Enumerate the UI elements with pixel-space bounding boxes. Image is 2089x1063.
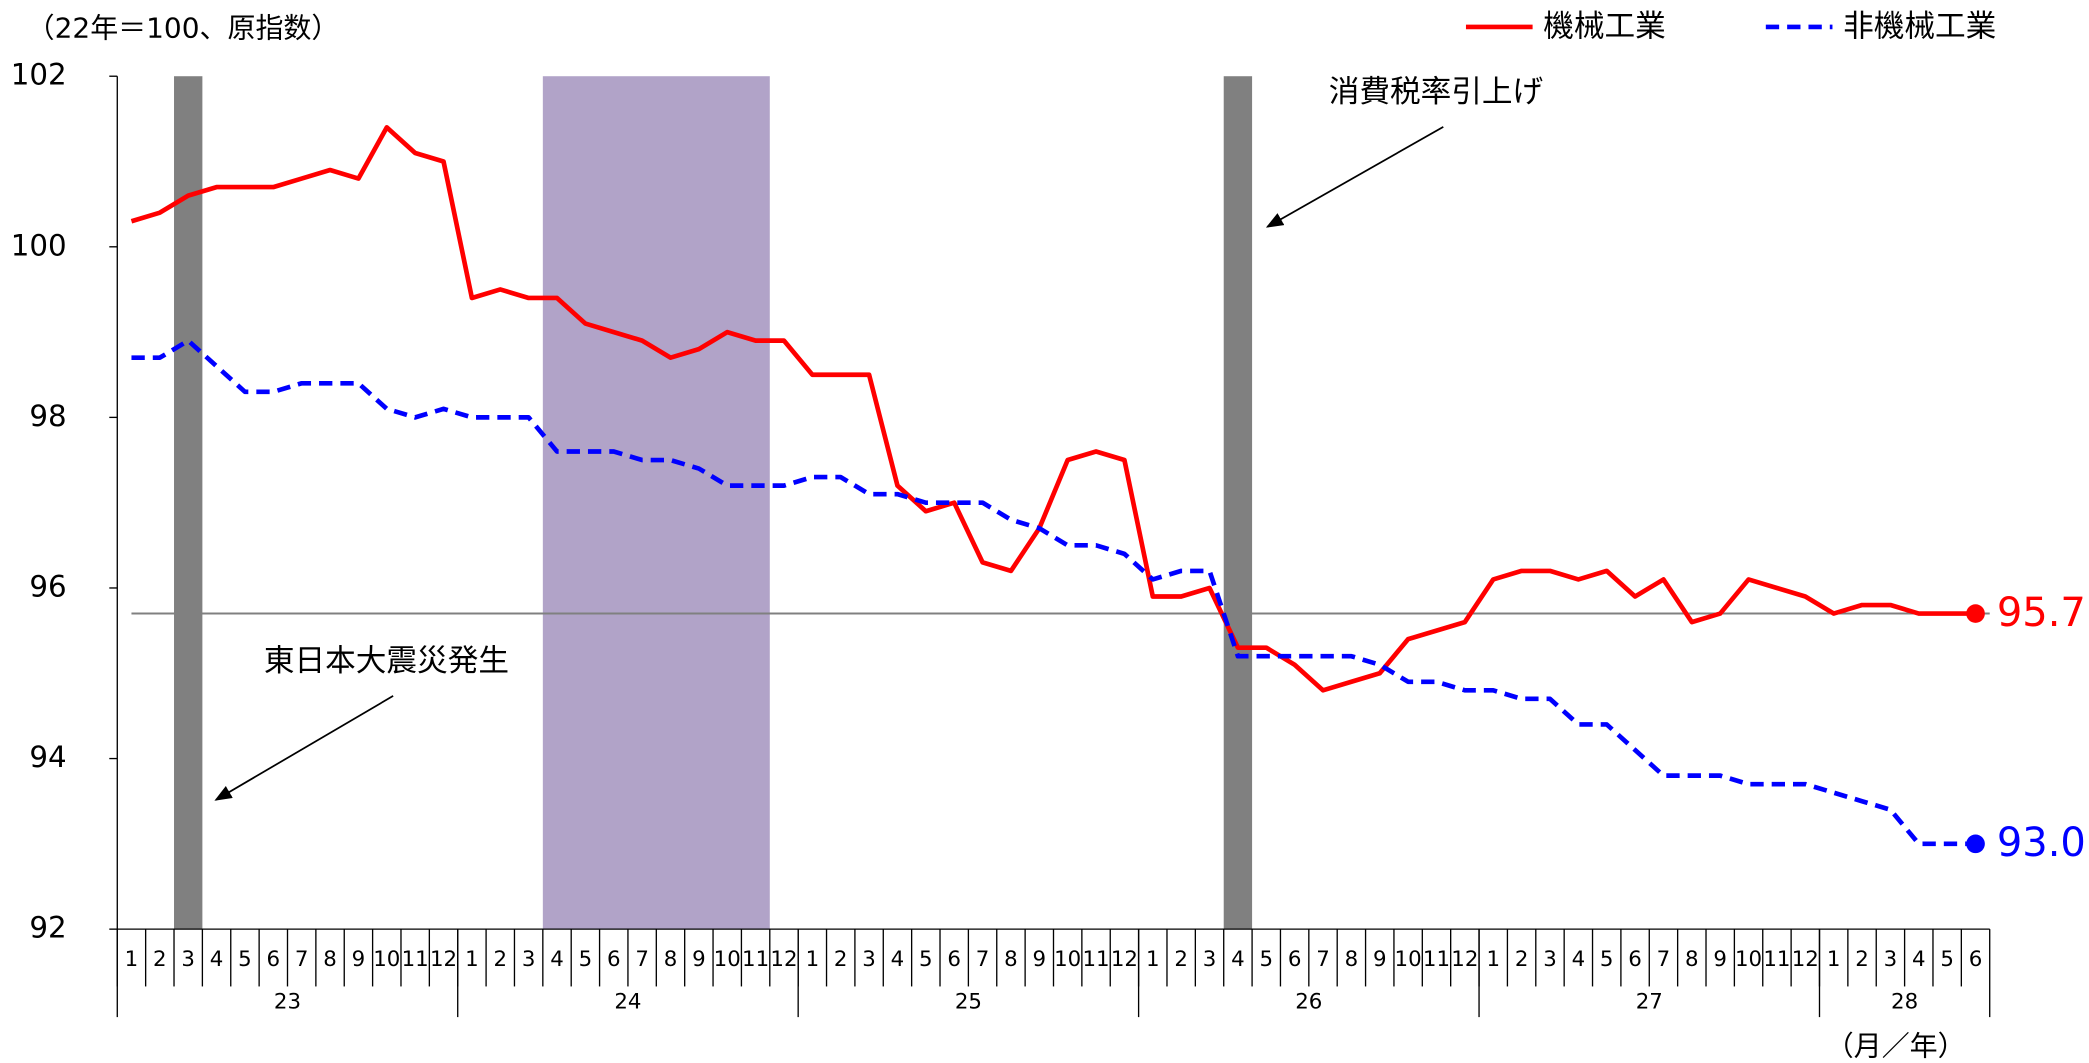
x-tick-label: 6 [1288, 947, 1302, 972]
x-tick-label: 5 [1940, 947, 1954, 972]
x-tick-label: 4 [210, 947, 224, 972]
x-tick-label: 7 [1316, 947, 1330, 972]
x-tick-label: 9 [1373, 947, 1387, 972]
x-tick-label: 8 [1004, 947, 1018, 972]
x-tick-label: 3 [1203, 947, 1217, 972]
y-tick-label: 96 [29, 569, 66, 603]
x-tick-label: 7 [635, 947, 649, 972]
x-tick-label: 6 [267, 947, 281, 972]
value-label: 93.0 [1997, 820, 2086, 866]
arrow [214, 695, 394, 801]
x-tick-label: 12 [1111, 947, 1138, 972]
x-tick-label: 1 [1486, 947, 1500, 972]
x-tick-label: 2 [1174, 947, 1188, 972]
x-tick-label: 6 [1969, 947, 1983, 972]
series-line [130, 125, 1976, 693]
end-marker [1966, 834, 1985, 854]
x-tick-label: 9 [1033, 947, 1047, 972]
x-tick-label: 12 [1792, 947, 1819, 972]
value-label: 95.7 [1997, 590, 2086, 636]
x-tick-label: 1 [125, 947, 139, 972]
x-tick-label: 2 [834, 947, 848, 972]
x-tick-label: 1 [1827, 947, 1841, 972]
x-tick-label: 12 [430, 947, 457, 972]
x-tick-label: 11 [402, 947, 429, 972]
x-tick-label: 8 [1685, 947, 1699, 972]
series-line [131, 338, 1976, 847]
x-tick-label: 6 [1628, 947, 1642, 972]
x-tick-label: 8 [1345, 947, 1359, 972]
y-tick-label: 92 [29, 911, 66, 945]
x-tick-label: 12 [1451, 947, 1478, 972]
arrow [1265, 126, 1444, 228]
x-tick-label: 5 [238, 947, 252, 972]
x-tick-label: 7 [976, 947, 990, 972]
shaded-period [1223, 76, 1253, 930]
year-label: 26 [1295, 989, 1322, 1014]
x-tick-label: 2 [153, 947, 167, 972]
x-tick-label: 7 [295, 947, 309, 972]
year-label: 28 [1891, 989, 1918, 1014]
year-label: 27 [1636, 989, 1663, 1014]
x-tick-label: 4 [891, 947, 905, 972]
x-tick-label: 10 [1395, 947, 1422, 972]
x-tick-label: 10 [1054, 947, 1081, 972]
y-tick-label: 100 [11, 228, 67, 262]
x-tick-label: 7 [1657, 947, 1671, 972]
x-tick-label: 2 [1855, 947, 1869, 972]
x-tick-label: 8 [664, 947, 678, 972]
x-tick-label: 11 [742, 947, 769, 972]
x-tick-label: 11 [1763, 947, 1790, 972]
shaded-period [542, 76, 770, 930]
x-tick-label: 4 [550, 947, 564, 972]
x-tick-label: 3 [1884, 947, 1898, 972]
x-tick-label: 9 [1713, 947, 1727, 972]
x-tick-label: 5 [919, 947, 933, 972]
y-axis-label: （22年＝100、原指数） [27, 12, 340, 45]
x-tick-label: 10 [373, 947, 400, 972]
x-tick-label: 1 [465, 947, 479, 972]
x-tick-label: 3 [1543, 947, 1557, 972]
x-tick-label: 11 [1423, 947, 1450, 972]
x-tick-label: 2 [493, 947, 507, 972]
x-tick-label: 8 [323, 947, 337, 972]
x-tick-label: 3 [862, 947, 876, 972]
year-label: 24 [614, 989, 641, 1014]
year-label: 23 [274, 989, 301, 1014]
x-tick-label: 4 [1231, 947, 1245, 972]
x-tick-label: 10 [714, 947, 741, 972]
x-tick-label: 9 [692, 947, 706, 972]
x-tick-label: 9 [352, 947, 366, 972]
x-tick-label: 3 [522, 947, 536, 972]
x-tick-label: 6 [607, 947, 621, 972]
x-tick-label: 5 [1259, 947, 1273, 972]
x-tick-label: 1 [1146, 947, 1160, 972]
year-label: 25 [955, 989, 982, 1014]
x-tick-label: 12 [770, 947, 797, 972]
annotation: 東日本大震災発生 [264, 644, 509, 679]
x-tick-label: 1 [806, 947, 820, 972]
x-tick-label: 5 [1600, 947, 1614, 972]
y-tick-label: 94 [29, 740, 66, 774]
legend-label: 機械工業 [1543, 10, 1666, 45]
end-marker [1966, 604, 1985, 623]
x-tick-label: 4 [1912, 947, 1926, 972]
x-tick-label: 4 [1572, 947, 1586, 972]
shaded-period [174, 76, 203, 930]
x-tick-label: 11 [1082, 947, 1109, 972]
x-tick-label: 3 [181, 947, 195, 972]
y-tick-label: 98 [29, 399, 66, 433]
y-tick-label: 102 [11, 58, 67, 92]
x-tick-label: 2 [1515, 947, 1529, 972]
x-axis-label: （月／年） [1826, 1030, 1966, 1063]
annotation: 消費税率引上げ [1329, 75, 1543, 110]
x-tick-label: 10 [1735, 947, 1762, 972]
x-tick-label: 6 [947, 947, 961, 972]
x-tick-label: 5 [579, 947, 593, 972]
legend-label: 非機械工業 [1843, 10, 1996, 45]
